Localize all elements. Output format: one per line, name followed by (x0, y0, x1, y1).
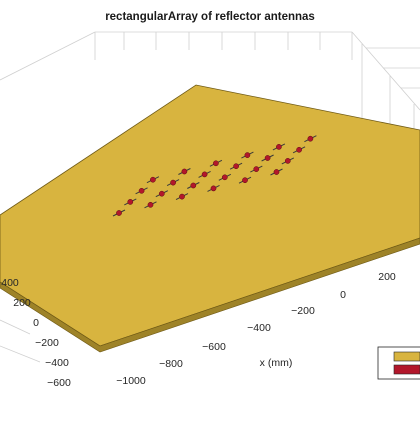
antenna-element (261, 154, 274, 162)
antenna-feed (181, 168, 188, 175)
antenna-element (124, 198, 137, 206)
antenna-element (238, 176, 252, 184)
antenna-element (218, 173, 232, 181)
x-tick-label: 400 (1, 277, 19, 289)
x-tick-label: 200 (13, 297, 31, 309)
antenna-feed (276, 144, 282, 150)
antenna-feed (150, 176, 156, 183)
antenna-array (112, 135, 317, 217)
x-tick-label: −200 (35, 337, 59, 349)
antenna-feed (116, 210, 122, 216)
x-tick-label: −600 (47, 377, 71, 389)
y-tick-label: −800 (159, 358, 183, 370)
antenna-feed (213, 160, 219, 167)
grid-line (0, 345, 41, 363)
antenna-feed (244, 152, 251, 158)
y-tick-label: −400 (247, 322, 271, 334)
grid-line (351, 31, 420, 111)
antenna-element (229, 162, 243, 170)
antenna-element (166, 179, 180, 187)
antenna-element (178, 168, 191, 175)
antenna-feed (242, 177, 248, 184)
antenna-element (272, 143, 286, 151)
y-tick-label: 0 (340, 289, 346, 301)
x-tick-label: −400 (45, 357, 69, 369)
antenna-element (135, 187, 148, 195)
x-tick-label: 0 (33, 317, 39, 329)
y-tick-label: −600 (202, 341, 226, 353)
antenna-element (155, 190, 169, 198)
tick-labels: −600−400−2000200400−1000−800−600−400−200… (1, 271, 396, 389)
antenna-feed (307, 135, 314, 142)
legend[interactable] (377, 346, 420, 380)
grid-line (0, 319, 31, 335)
antenna-element (209, 159, 223, 167)
antenna-feed (127, 199, 134, 205)
antenna-feed (170, 179, 176, 186)
x-axis-label: x (mm) (260, 357, 293, 369)
antenna-element (250, 165, 263, 173)
antenna-element (304, 135, 317, 143)
y-tick-label: −200 (291, 305, 315, 317)
antenna-feed (210, 185, 217, 192)
antenna-element (281, 157, 295, 165)
antenna-feed (179, 193, 185, 200)
antenna-feed (273, 169, 280, 175)
antenna-element (187, 182, 200, 189)
antenna-element (175, 193, 189, 201)
antenna-feed (253, 166, 260, 172)
antenna-element (146, 176, 160, 184)
antenna-feed (233, 163, 239, 170)
antenna-feed (138, 187, 145, 194)
legend-swatch-ground-plane (393, 351, 420, 362)
antenna-feed (147, 201, 154, 208)
antenna-feed (264, 155, 271, 161)
legend-swatch-antenna (393, 364, 420, 375)
y-tick-label: −1000 (116, 375, 146, 387)
antenna-feed (190, 182, 197, 189)
ground-plane (0, 84, 420, 347)
antenna-element (241, 151, 254, 159)
antenna-feed (158, 190, 165, 197)
y-tick-label: 200 (378, 271, 396, 283)
antenna-feed (284, 158, 291, 164)
axes-box (0, 31, 420, 363)
antenna-feed (221, 174, 228, 181)
antenna-element (207, 184, 220, 192)
ground-plane-edge (0, 237, 420, 353)
antenna-feed (201, 171, 208, 178)
antenna-element (292, 146, 306, 154)
antenna-element (270, 168, 283, 176)
chart-title: rectangularArray of reflector antennas (105, 11, 315, 23)
antenna-element (112, 209, 126, 217)
antenna-element (198, 170, 211, 178)
grid-line (0, 31, 96, 81)
antenna-element (144, 201, 157, 209)
antenna-feed (296, 146, 302, 153)
